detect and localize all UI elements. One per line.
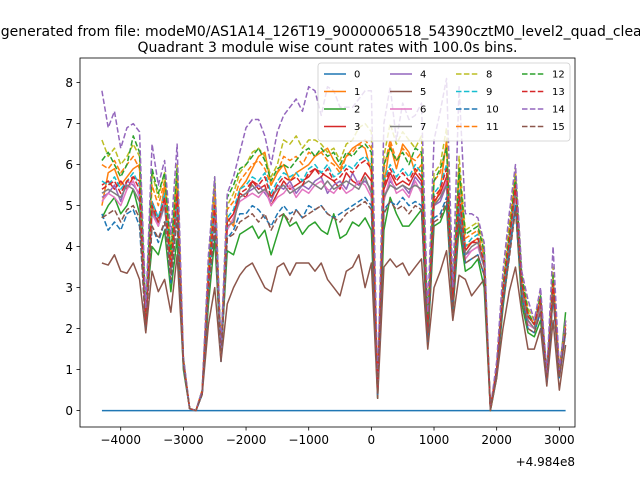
chart-title: Quadrant 3 module wise count rates with … xyxy=(138,40,518,56)
x-tick-label: 3000 xyxy=(544,433,575,447)
series-line-15 xyxy=(101,200,567,412)
x-tick-label: −1000 xyxy=(288,433,329,447)
axes: −4000 −3000 −2000 −1000 0 1000 2000 30000123456… xyxy=(65,57,576,447)
legend-label-5: 5 xyxy=(420,87,426,98)
legend-label-6: 6 xyxy=(420,105,426,116)
x-tick-label: −3000 xyxy=(163,433,204,447)
legend-label-7: 7 xyxy=(420,122,426,133)
y-tick-label: 3 xyxy=(65,281,73,295)
legend-label-9: 9 xyxy=(486,87,492,98)
y-tick-label: 1 xyxy=(65,363,73,377)
legend-label-15: 15 xyxy=(552,122,565,133)
legend-label-10: 10 xyxy=(486,105,499,116)
x-tick-label: 1000 xyxy=(419,433,450,447)
x-axis-offset-label: +4.984e8 xyxy=(516,455,575,469)
legend-label-12: 12 xyxy=(552,70,565,81)
legend-label-11: 11 xyxy=(486,122,499,133)
y-tick-label: 0 xyxy=(65,404,73,418)
legend-label-0: 0 xyxy=(354,70,360,81)
y-tick-label: 7 xyxy=(65,117,73,131)
y-tick-label: 2 xyxy=(65,322,73,336)
figure-suptitle: Plots generated from file: modeM0/AS1A14… xyxy=(0,24,640,40)
x-tick-label: 2000 xyxy=(481,433,512,447)
x-tick-label: 0 xyxy=(368,433,376,447)
plot-frame xyxy=(79,57,576,428)
legend-label-2: 2 xyxy=(354,105,360,116)
legend-label-3: 3 xyxy=(354,122,360,133)
y-tick-label: 5 xyxy=(65,199,73,213)
legend-label-4: 4 xyxy=(420,70,426,81)
y-tick-label: 4 xyxy=(65,240,73,254)
legend-label-14: 14 xyxy=(552,105,565,116)
y-tick-label: 8 xyxy=(65,76,73,90)
legend-label-8: 8 xyxy=(486,70,492,81)
legend-label-1: 1 xyxy=(354,87,360,98)
y-tick-label: 6 xyxy=(65,158,73,172)
legend-box xyxy=(317,62,571,142)
x-tick-label: −2000 xyxy=(226,433,267,447)
x-tick-label: −4000 xyxy=(100,433,141,447)
legend-label-13: 13 xyxy=(552,87,565,98)
